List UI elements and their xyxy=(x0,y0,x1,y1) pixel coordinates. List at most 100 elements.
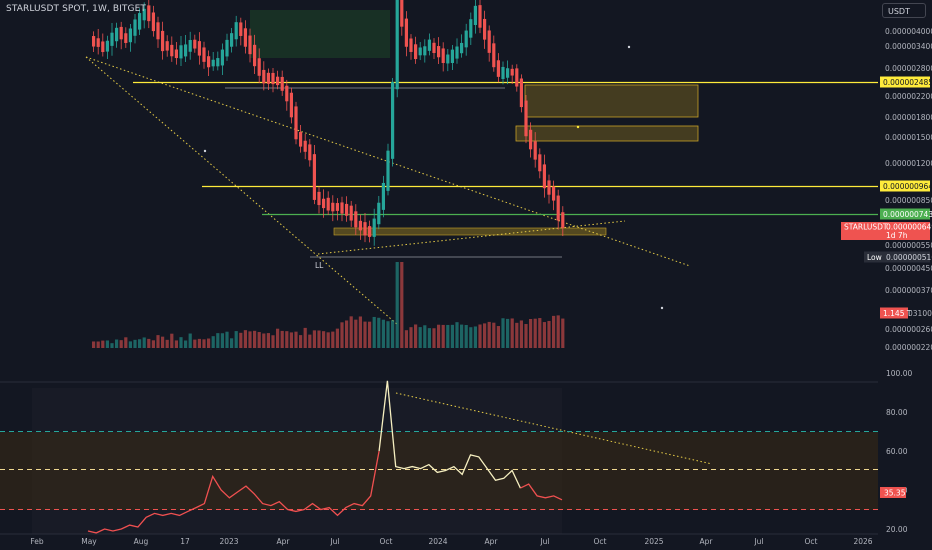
rsi-last-tag: 35.35 xyxy=(880,487,906,498)
volume-bar xyxy=(515,322,519,348)
candle-body xyxy=(165,41,169,51)
price-tick-label: 0.0000022000 xyxy=(885,92,932,101)
volume-bar xyxy=(266,333,270,348)
candle-body xyxy=(133,19,137,36)
chart-title: STARLUSDT SPOT, 1W, BITGET xyxy=(6,4,146,14)
candles xyxy=(92,0,565,246)
candle-body xyxy=(529,129,533,150)
candle-body xyxy=(377,202,381,225)
time-tick-label: 2026 xyxy=(853,537,872,546)
volume-bar xyxy=(492,322,496,348)
candle-body xyxy=(450,49,454,63)
volume-bar xyxy=(460,324,464,348)
volume-bar xyxy=(101,340,105,348)
volume-bar xyxy=(276,328,280,348)
candle-body xyxy=(372,218,376,237)
rsi-tick-label: 20.00 xyxy=(886,525,908,534)
candle-body xyxy=(184,44,188,57)
volume-bar xyxy=(225,331,229,348)
candle-body xyxy=(225,39,229,57)
volume-bar xyxy=(326,332,330,348)
price-tags: 0.0000024858 0.0000009649 0.0000007430 STAR… xyxy=(841,76,932,319)
candle-body xyxy=(110,32,114,46)
price-tag-value: 0.0000024858 xyxy=(883,78,932,87)
candle-body xyxy=(156,22,160,40)
currency-selector[interactable]: USDT xyxy=(882,3,926,18)
volume-bar xyxy=(368,321,372,348)
candle-body xyxy=(469,19,473,38)
candle-body xyxy=(119,26,123,40)
volume-bar xyxy=(391,320,395,348)
candle-body xyxy=(257,58,261,76)
candle-body xyxy=(395,0,399,90)
low-tag-box xyxy=(864,251,930,263)
last-price-symbol: STARLUSDT xyxy=(844,223,888,232)
price-axis[interactable]: 0.0000040000 0.0000034000 0.0000028000 0.00… xyxy=(885,27,932,352)
volume-bar xyxy=(473,326,477,348)
candle-body xyxy=(363,222,367,236)
candle-body xyxy=(271,72,275,85)
candle-body xyxy=(391,82,395,159)
volume-bar xyxy=(151,340,155,348)
candle-body xyxy=(561,212,565,228)
volume-bar xyxy=(395,262,399,348)
candle-body xyxy=(427,39,431,51)
volume-bar xyxy=(308,334,312,348)
rsi-band-fill xyxy=(0,432,878,510)
candle-body xyxy=(501,66,505,79)
volume-bar xyxy=(386,321,390,348)
rsi-last-value: 35.35 xyxy=(884,489,906,498)
candle-body xyxy=(404,18,408,47)
volume-bar xyxy=(519,320,523,348)
candle-body xyxy=(519,78,523,108)
volume-bar xyxy=(289,332,293,348)
volume-bar xyxy=(119,340,123,348)
time-tick-label: Jul xyxy=(753,537,763,546)
marker-dot xyxy=(203,149,207,153)
price-tag-box xyxy=(880,208,930,220)
volume-bar xyxy=(179,337,183,348)
candle-body xyxy=(294,106,298,140)
candle-body xyxy=(418,47,422,56)
volume-bar xyxy=(478,324,482,348)
candle-body xyxy=(358,220,362,231)
time-tick-label: 2024 xyxy=(428,537,447,546)
price-tick-label: 0.0000004500 xyxy=(885,264,932,273)
candle-body xyxy=(170,44,174,57)
candle-body xyxy=(335,203,339,211)
volume-bar xyxy=(184,340,188,348)
candle-body xyxy=(299,131,303,147)
volume-bar xyxy=(271,335,275,348)
low-tag-value: 0.0000005100 xyxy=(886,253,932,262)
volume-bar xyxy=(312,330,316,348)
volume-bar xyxy=(404,330,408,348)
candle-body xyxy=(524,100,528,137)
price-tag-box xyxy=(880,76,930,88)
time-tick-label: Apr xyxy=(485,537,499,546)
time-axis[interactable]: Feb May Aug 17 2023 Apr Jul Oct 2024 Apr Jul Oct 202… xyxy=(30,537,872,546)
candle-body xyxy=(285,85,289,102)
candle-body xyxy=(262,69,266,84)
candle-body xyxy=(280,76,284,91)
volume-bar xyxy=(285,331,289,348)
volume-bar xyxy=(464,324,468,348)
candle-body xyxy=(142,8,146,21)
time-tick-label: Jul xyxy=(329,537,339,546)
volume-bar xyxy=(372,316,376,348)
volume-bar xyxy=(446,324,450,348)
supply-zone-lower xyxy=(515,125,699,142)
volume-bar xyxy=(441,324,445,348)
rsi-tick-label: 80.00 xyxy=(886,408,908,417)
volume-bar xyxy=(156,335,160,348)
candle-body xyxy=(552,186,556,201)
candle-body xyxy=(220,49,224,66)
candle-body xyxy=(340,202,344,214)
rsi-line-low xyxy=(87,450,380,534)
time-tick-label: 2025 xyxy=(644,537,663,546)
volume-bar xyxy=(354,319,358,348)
candle-body xyxy=(455,46,459,59)
last-price-tag-box xyxy=(841,222,930,240)
green-box xyxy=(250,10,390,58)
